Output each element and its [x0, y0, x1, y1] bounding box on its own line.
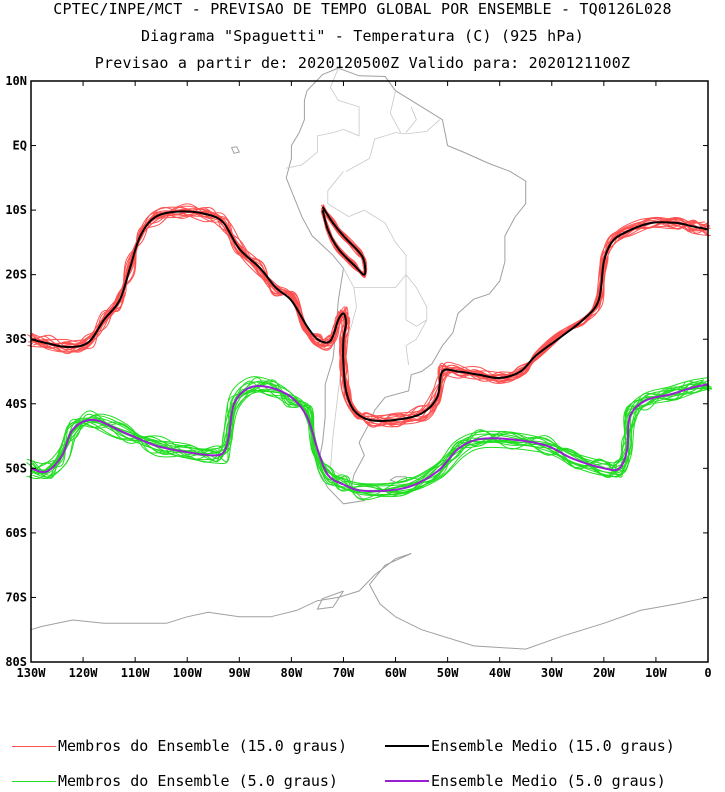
- coastline-layer: [30, 67, 709, 650]
- legend-mean-15: Ensemble Medio (15.0 graus): [385, 737, 675, 755]
- coastline-4: [316, 590, 344, 610]
- country-border-6: [345, 119, 441, 172]
- country-border-3: [405, 319, 428, 366]
- y-tick-label-10N: 10N: [5, 74, 27, 88]
- legend-swatch-mean-15: [385, 745, 429, 747]
- x-tick-label-50W: 50W: [437, 666, 459, 680]
- member-line-15-0-6: [31, 207, 707, 423]
- country-border-1: [348, 209, 407, 288]
- member-line-15-0-12: [31, 203, 708, 421]
- chart-title: Diagrama "Spaguetti" - Temperatura (C) (…: [140, 27, 585, 45]
- member-line-15-0-11: [32, 207, 708, 427]
- coastline-3: [30, 553, 412, 631]
- mean-line-5-0: [30, 383, 709, 493]
- x-tick-label-40W: 40W: [489, 666, 511, 680]
- member-line-5-0-10: [31, 388, 713, 494]
- x-tick-label-100W: 100W: [173, 666, 203, 680]
- mean-line-15-0: [30, 210, 709, 422]
- legend-swatch-mean-5: [385, 780, 429, 782]
- coastline-0: [285, 67, 527, 505]
- member-line-5-0-9: [26, 383, 712, 488]
- member-line-15-0-2: [33, 210, 705, 421]
- x-tick-label-0: 0: [704, 666, 711, 680]
- country-border-8: [405, 106, 417, 133]
- member-line-15-0-13: [30, 206, 709, 425]
- member-line-15-0-8: [29, 206, 708, 428]
- legend-label-mean-15: Ensemble Medio (15.0 graus): [431, 737, 675, 755]
- mean-line-15-1: [321, 206, 367, 276]
- legend-swatch-members-5: [12, 780, 56, 782]
- x-tick-label-130W: 130W: [17, 666, 47, 680]
- member-line-15-0-15: [31, 208, 708, 423]
- legend-swatch-members-15: [12, 745, 56, 747]
- x-tick-label-30W: 30W: [541, 666, 563, 680]
- x-tick-label-70W: 70W: [333, 666, 355, 680]
- legend-members-5: Membros do Ensemble (5.0 graus): [12, 772, 338, 790]
- x-tick-label-20W: 20W: [593, 666, 615, 680]
- x-tick-label-60W: 60W: [385, 666, 407, 680]
- y-tick-label-50S: 50S: [5, 461, 27, 475]
- member-line-5-0-4: [26, 381, 709, 492]
- coastline-5: [395, 596, 709, 650]
- chart-subtitle-validity: Previsao a partir de: 2020120500Z Valido…: [94, 54, 631, 72]
- x-tick-label-90W: 90W: [228, 666, 250, 680]
- y-tick-label-40S: 40S: [5, 397, 27, 411]
- y-tick-label-60S: 60S: [5, 526, 27, 540]
- country-border-5: [327, 171, 349, 217]
- y-tick-label-70S: 70S: [5, 590, 27, 604]
- country-border-7: [389, 90, 402, 133]
- legend-members-15: Membros do Ensemble (15.0 graus): [12, 737, 347, 755]
- legend-label-mean-5: Ensemble Medio (5.0 graus): [431, 772, 666, 790]
- y-tick-label-EQ: EQ: [13, 139, 27, 153]
- y-tick-label-30S: 30S: [5, 332, 27, 346]
- axis-layer: 130W 120W 110W 100W 90W 80W 70W 60W 50W 40W 30W 20W…: [5, 74, 711, 680]
- chart-title-line-1: CPTEC/INPE/MCT - PREVISAO DE TEMPO GLOBA…: [53, 0, 672, 18]
- legend-label-members-15: Membros do Ensemble (15.0 graus): [58, 737, 347, 755]
- x-tick-label-110W: 110W: [121, 666, 151, 680]
- x-tick-label-10W: 10W: [645, 666, 667, 680]
- legend-mean-5: Ensemble Medio (5.0 graus): [385, 772, 666, 790]
- country-border-2: [405, 274, 428, 327]
- member-line-15-0-4: [29, 206, 708, 422]
- series-layer: [26, 203, 713, 501]
- coastline-2: [231, 146, 241, 154]
- plot-frame: [30, 80, 709, 663]
- legend-label-members-5: Membros do Ensemble (5.0 graus): [58, 772, 338, 790]
- y-tick-label-20S: 20S: [5, 268, 27, 282]
- x-tick-label-120W: 120W: [69, 666, 99, 680]
- y-tick-label-10S: 10S: [5, 203, 27, 217]
- y-tick-label-80S: 80S: [5, 655, 27, 669]
- member-line-15-0-14: [27, 212, 711, 421]
- country-border-4: [286, 67, 360, 169]
- x-tick-label-80W: 80W: [281, 666, 303, 680]
